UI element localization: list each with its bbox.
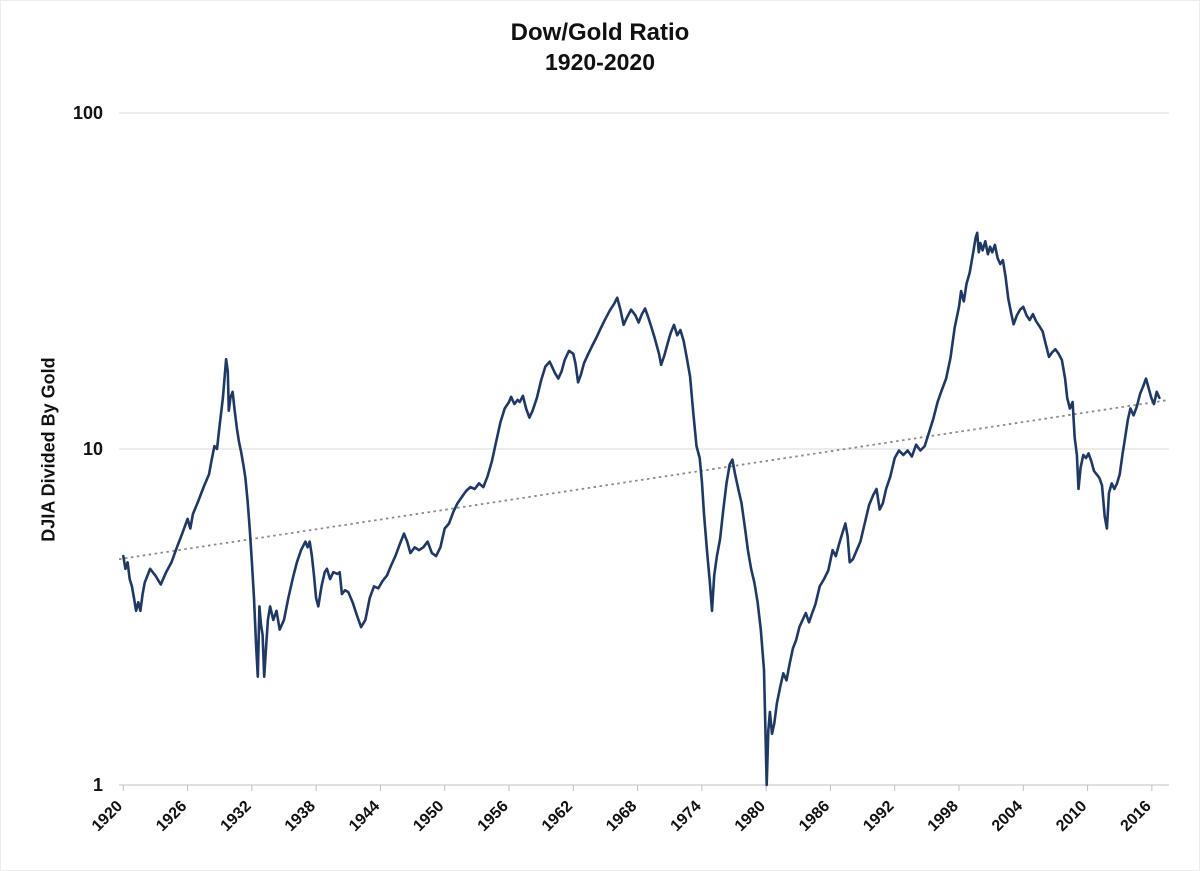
chart-subtitle: 1920-2020: [545, 49, 655, 76]
dow-gold-series-line: [122, 231, 1161, 787]
x-tick-label: 1980: [732, 798, 769, 835]
x-tick-label: 1974: [667, 798, 704, 835]
y-tick-label: 100: [73, 103, 103, 123]
x-tick-label: 1926: [153, 798, 190, 835]
x-tick-label: 1944: [346, 798, 383, 835]
x-tick-label: 1962: [539, 798, 576, 835]
x-tick-label: 2016: [1117, 798, 1154, 835]
y-tick-label: 10: [83, 439, 103, 459]
y-tick-label: 1: [93, 775, 103, 795]
y-axis-label: DJIA Divided By Gold: [38, 357, 59, 542]
x-tick-label: 1992: [860, 798, 897, 835]
chart-title: Dow/Gold Ratio: [510, 19, 690, 46]
x-tick-label: 1998: [925, 798, 962, 835]
x-tick-label: 1932: [217, 798, 254, 835]
x-tick-label: 1968: [603, 798, 640, 835]
x-tick-label: 2004: [989, 798, 1026, 835]
x-tick-label: 2010: [1053, 798, 1090, 835]
trend-line: [118, 399, 1170, 561]
title-block: Dow/Gold Ratio 1920-2020: [1, 17, 1199, 78]
x-tick-label: 1920: [89, 798, 126, 835]
x-tick-label: 1986: [796, 798, 833, 835]
x-tick-label: 1950: [410, 798, 447, 835]
x-tick-label: 1956: [475, 798, 512, 835]
x-tick-label: 1938: [282, 798, 319, 835]
